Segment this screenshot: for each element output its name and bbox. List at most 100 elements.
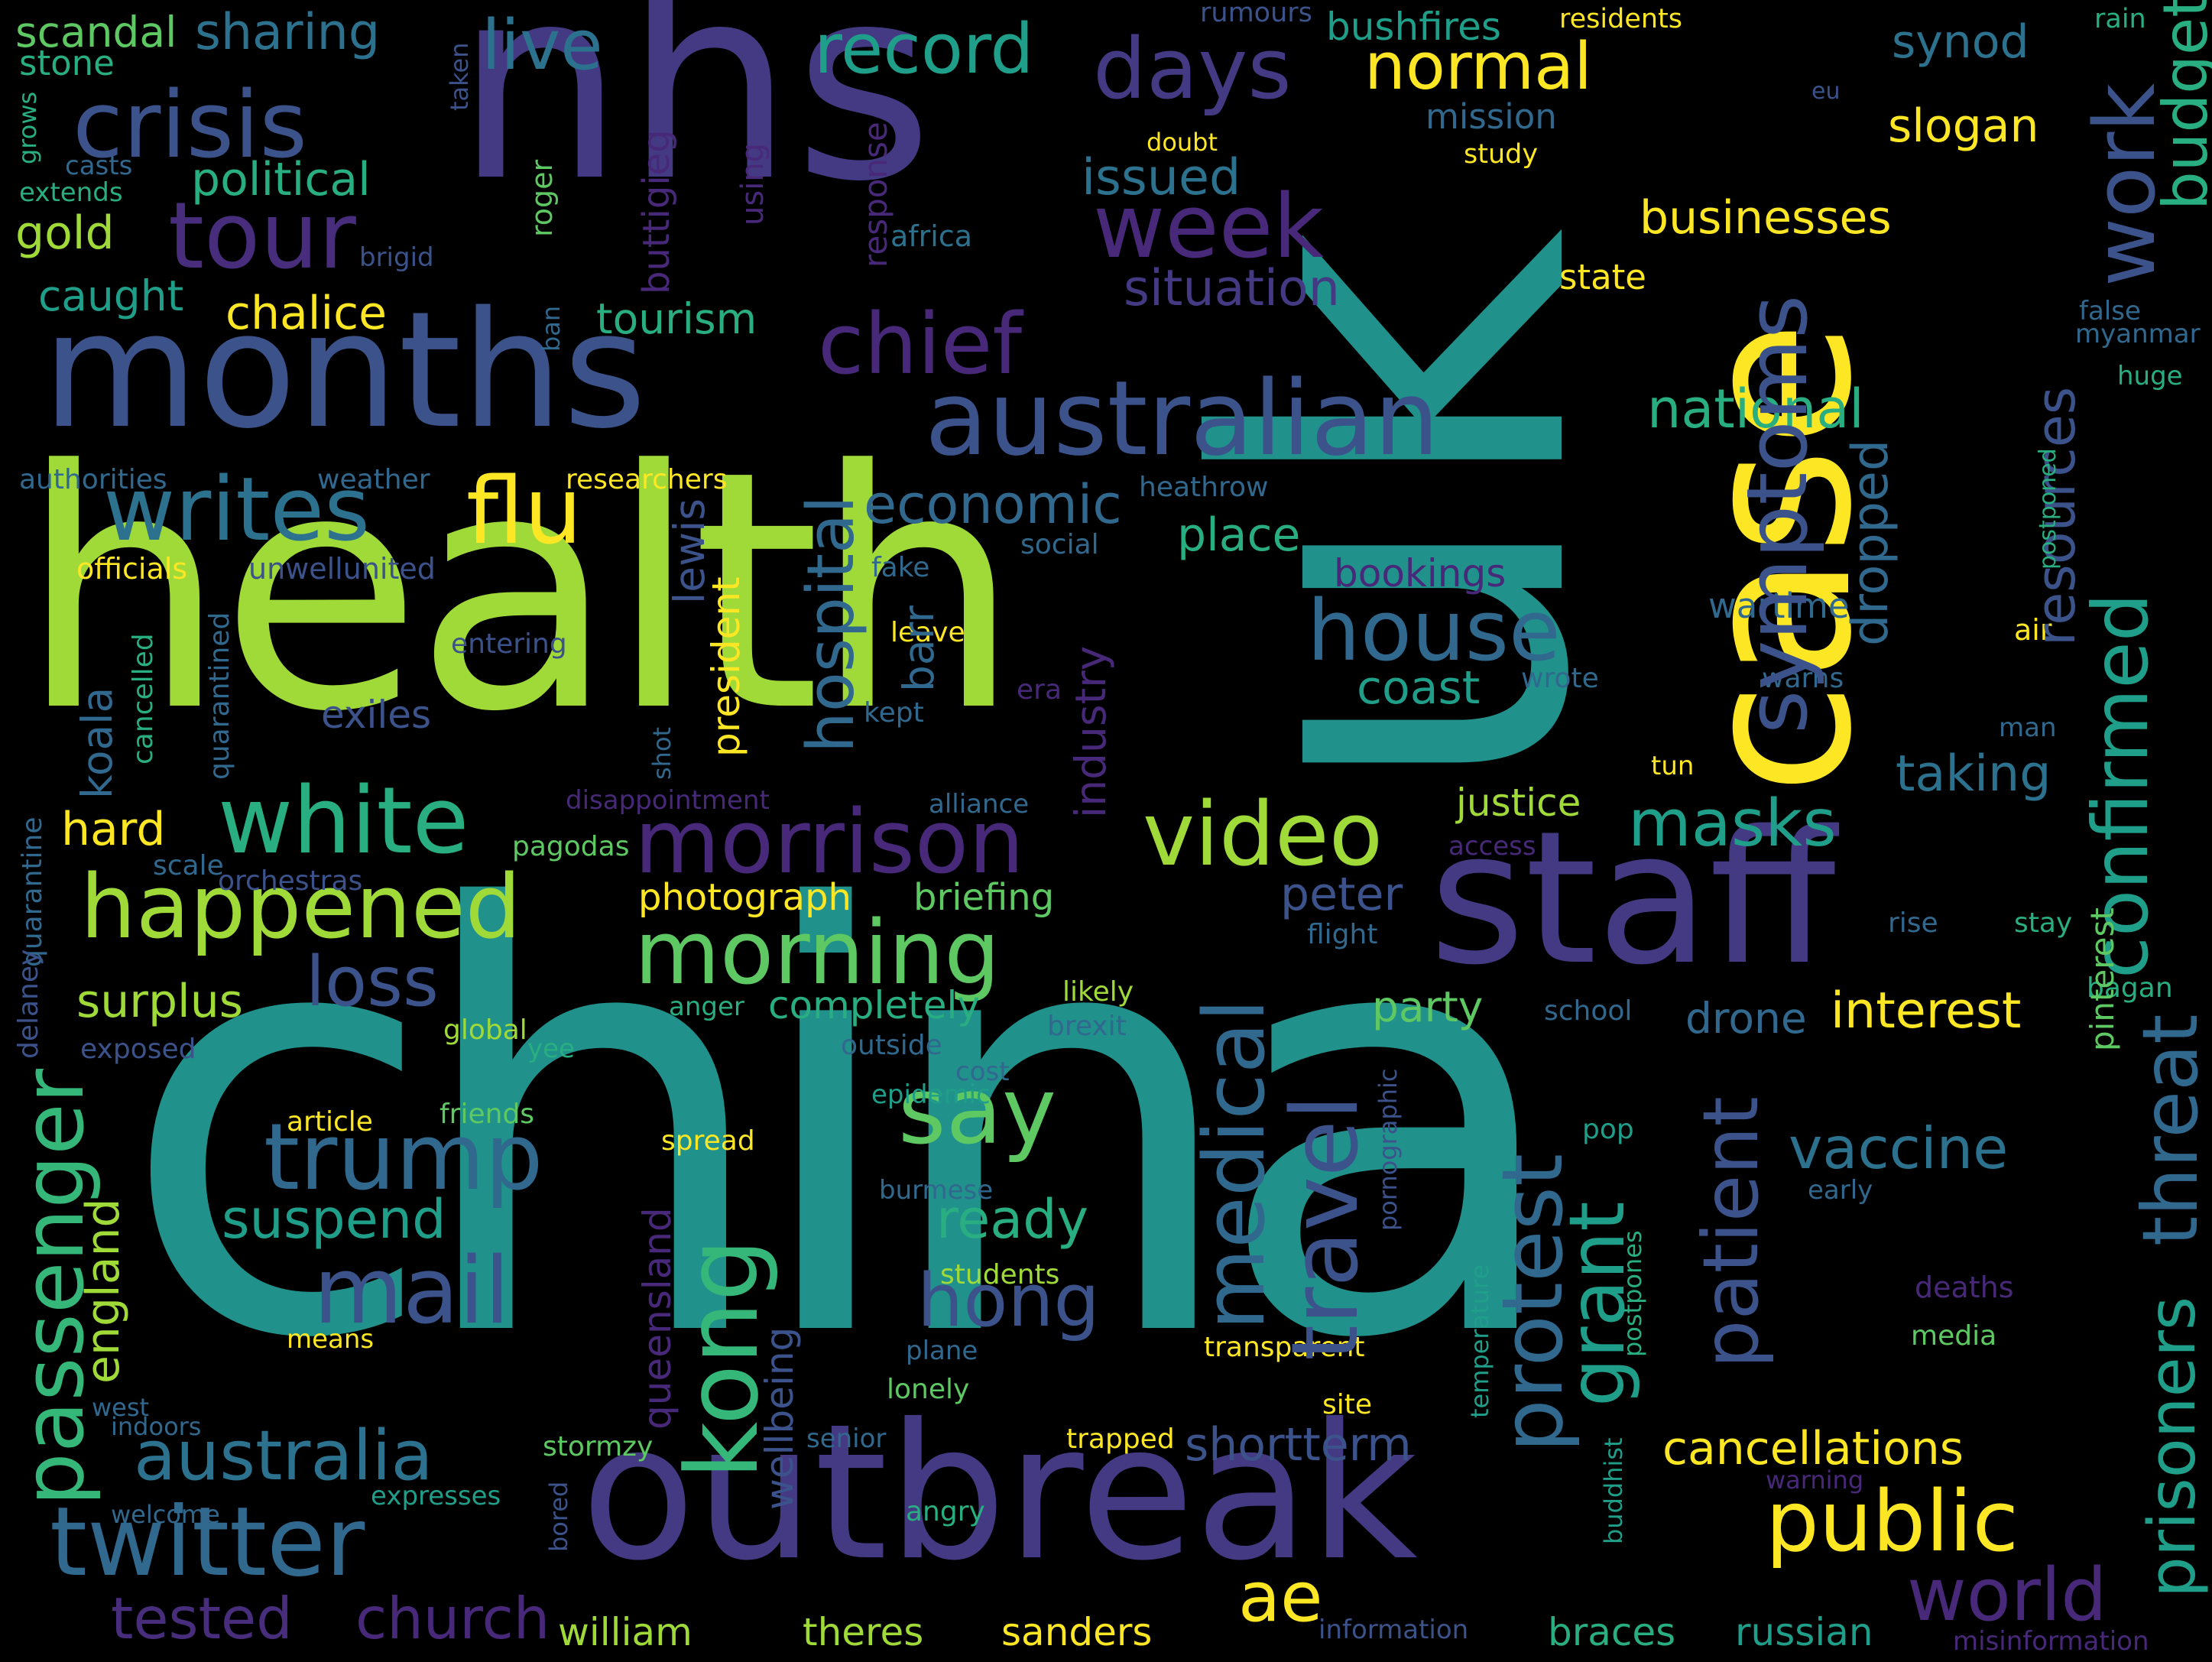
word-hospital: hospital xyxy=(793,495,869,753)
word-william: william xyxy=(558,1610,692,1654)
word-nhs: nhs xyxy=(455,0,934,240)
word-live: live xyxy=(482,5,603,86)
word-normal: normal xyxy=(1364,29,1592,105)
word-vaccine: vaccine xyxy=(1789,1115,2009,1182)
word-residents: residents xyxy=(1559,4,1683,34)
word-postponed: postponed xyxy=(2035,448,2061,570)
word-false: false xyxy=(2079,296,2141,326)
word-students: students xyxy=(940,1259,1060,1290)
word-president: president xyxy=(704,576,748,757)
word-orchestras: orchestras xyxy=(218,865,363,897)
word-media: media xyxy=(1911,1320,1997,1352)
word-months: months xyxy=(42,277,647,464)
word-fake: fake xyxy=(871,552,930,583)
word-australian: australian xyxy=(925,359,1440,479)
word-spread: spread xyxy=(661,1125,755,1157)
word-tested: tested xyxy=(111,1585,293,1652)
word-casts: casts xyxy=(65,151,133,181)
word-braces: braces xyxy=(1548,1610,1676,1654)
word-heathrow: heathrow xyxy=(1139,472,1269,503)
word-study: study xyxy=(1464,139,1539,170)
word-shortterm: shortterm xyxy=(1185,1418,1412,1472)
word-flu: flu xyxy=(466,459,582,565)
word-friends: friends xyxy=(439,1099,535,1130)
word-anger: anger xyxy=(669,992,744,1022)
word-scale: scale xyxy=(153,850,224,881)
word-brigid: brigid xyxy=(359,242,434,273)
word-senior: senior xyxy=(806,1423,887,1454)
word-masks: masks xyxy=(1628,786,1837,862)
word-say: say xyxy=(898,1059,1057,1165)
word-information: information xyxy=(1318,1615,1469,1645)
word-weather: weather xyxy=(317,464,430,495)
word-mail: mail xyxy=(313,1238,511,1345)
word-using: using xyxy=(735,142,770,226)
word-tun: tun xyxy=(1651,751,1695,781)
word-cost: cost xyxy=(955,1057,1010,1087)
word-crisis: crisis xyxy=(73,73,308,179)
word-happened: happened xyxy=(80,856,521,959)
word-video: video xyxy=(1143,784,1383,886)
word-completely: completely xyxy=(768,983,981,1027)
word-brexit: brexit xyxy=(1047,1011,1127,1042)
word-quarantined: quarantined xyxy=(204,612,235,780)
word-expresses: expresses xyxy=(371,1481,501,1511)
word-economic: economic xyxy=(864,473,1122,536)
word-exposed: exposed xyxy=(80,1034,196,1065)
word-early: early xyxy=(1808,1175,1873,1206)
word-taking: taking xyxy=(1896,745,2051,803)
word-postpones: postpones xyxy=(1618,1230,1647,1357)
word-pagodas: pagodas xyxy=(512,831,630,862)
word-morrison: morrison xyxy=(634,791,1025,894)
word-rumours: rumours xyxy=(1200,0,1312,28)
word-symptoms: symptoms xyxy=(1728,294,1826,734)
word-staff: staff xyxy=(1429,791,1836,1005)
word-outbreak: outbreak xyxy=(581,1384,1418,1602)
word-medical: medical xyxy=(1185,998,1283,1330)
word-days: days xyxy=(1093,20,1292,118)
word-rise: rise xyxy=(1888,907,1938,939)
word-global: global xyxy=(443,1014,527,1046)
word-threat: threat xyxy=(2126,1014,2212,1246)
word-peter: peter xyxy=(1280,868,1403,921)
word-patient: patient xyxy=(1686,1096,1776,1368)
word-coast: coast xyxy=(1357,661,1481,715)
word-taken: taken xyxy=(445,42,474,111)
word-disappointment: disappointment xyxy=(566,785,770,816)
word-loss: loss xyxy=(306,942,439,1022)
word-site: site xyxy=(1322,1389,1373,1420)
word-writes: writes xyxy=(103,459,371,561)
word-trapped: trapped xyxy=(1066,1423,1175,1455)
word-bagan: bagan xyxy=(2087,972,2173,1004)
word-air: air xyxy=(2014,613,2052,647)
word-school: school xyxy=(1544,995,1633,1027)
word-deaths: deaths xyxy=(1915,1271,2014,1304)
word-wellbeing: wellbeing xyxy=(757,1326,802,1510)
word-queensland: queensland xyxy=(635,1207,679,1430)
word-suspend: suspend xyxy=(222,1188,446,1251)
word-england: england xyxy=(76,1198,130,1384)
word-church: church xyxy=(355,1585,550,1652)
word-budget: budget xyxy=(2150,0,2212,210)
word-bookings: bookings xyxy=(1334,551,1507,596)
word-mission: mission xyxy=(1425,96,1557,137)
word-cancelled: cancelled xyxy=(128,633,159,764)
word-tourism: tourism xyxy=(596,294,757,343)
word-researchers: researchers xyxy=(566,464,728,495)
word-epidemic: epidemic xyxy=(871,1079,991,1110)
word-buddhist: buddhist xyxy=(1599,1437,1628,1544)
word-lonely: lonely xyxy=(887,1374,970,1405)
word-koala: koala xyxy=(73,687,122,799)
word-dropped: dropped xyxy=(1842,439,1899,646)
word-national: national xyxy=(1647,378,1864,440)
word-stormzy: stormzy xyxy=(543,1431,654,1462)
word-transparent: transparent xyxy=(1204,1332,1365,1363)
word-access: access xyxy=(1448,831,1536,862)
word-indoors: indoors xyxy=(111,1412,202,1441)
word-justice: justice xyxy=(1456,781,1581,825)
word-means: means xyxy=(287,1324,375,1355)
word-outside: outside xyxy=(841,1030,942,1061)
word-unwellunited: unwellunited xyxy=(248,552,436,586)
word-grows: grows xyxy=(13,91,42,164)
